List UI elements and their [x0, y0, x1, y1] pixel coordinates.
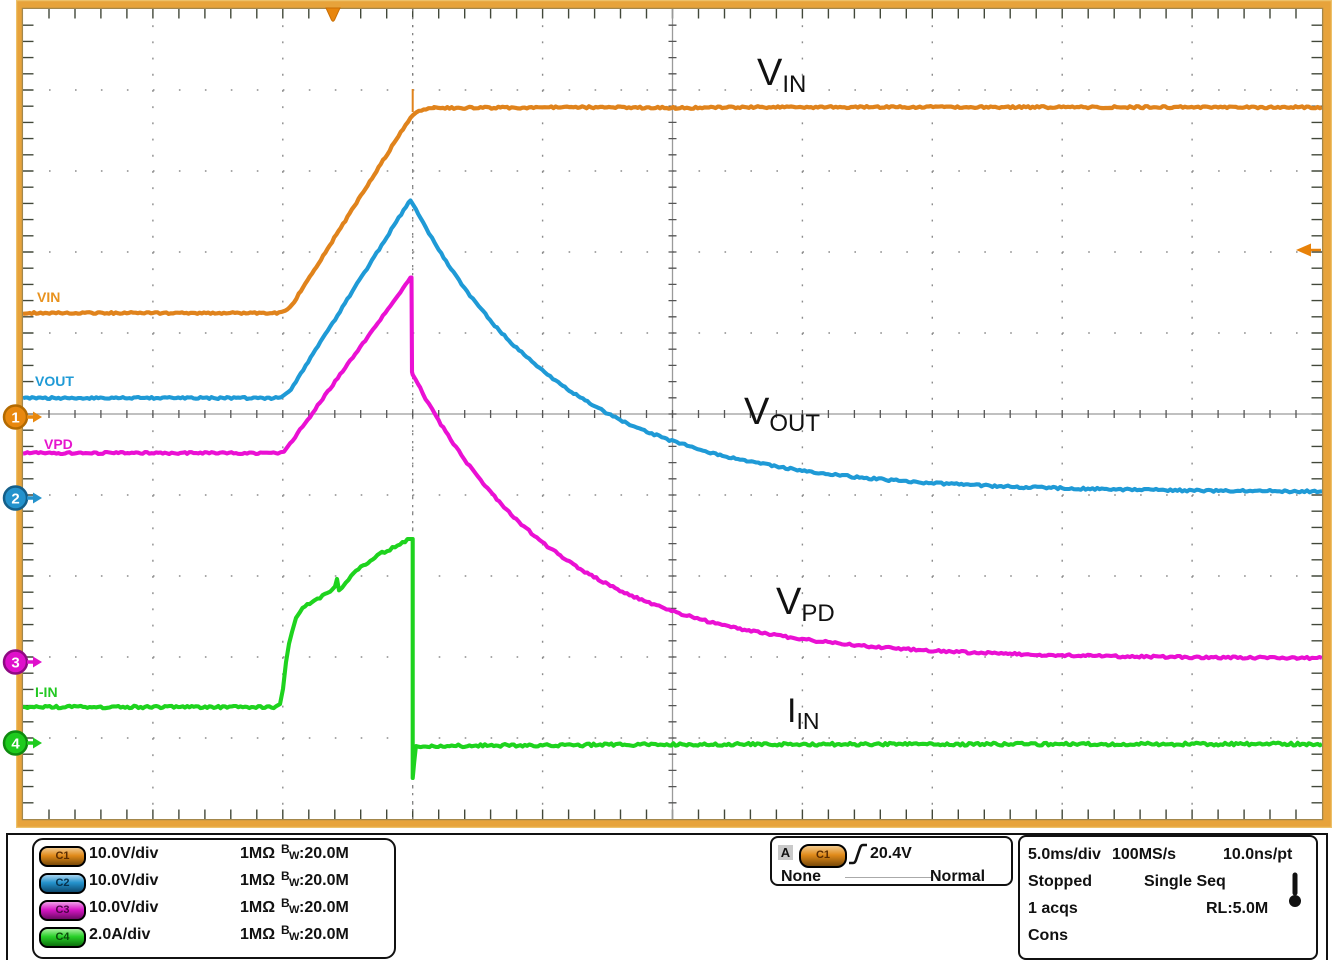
svg-text:VPD: VPD [44, 436, 73, 452]
svg-text:1: 1 [11, 410, 19, 427]
svg-text:2: 2 [11, 491, 19, 508]
svg-text:I-IN: I-IN [35, 684, 58, 700]
svg-text:VIN: VIN [757, 52, 806, 98]
svg-text:IIN: IIN [787, 692, 819, 734]
svg-text:VIN: VIN [37, 289, 60, 305]
svg-text:3: 3 [11, 655, 19, 672]
svg-text:4: 4 [11, 736, 20, 753]
svg-text:VOUT: VOUT [35, 373, 74, 389]
